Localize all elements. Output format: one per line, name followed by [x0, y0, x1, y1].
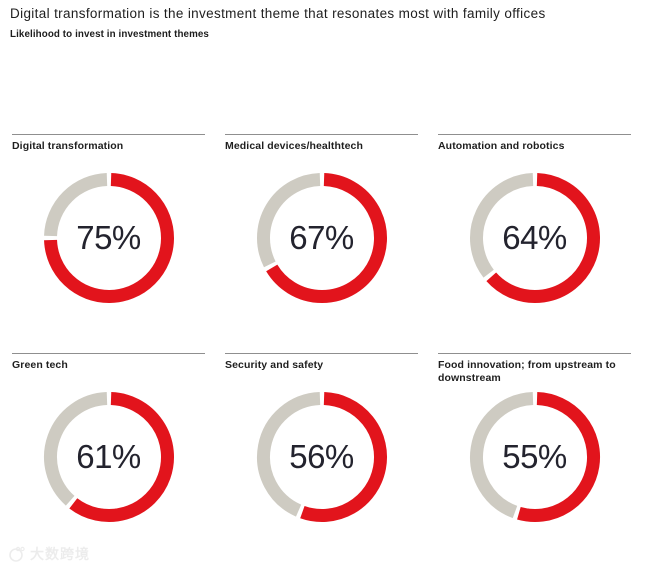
watermark: 大数跨境: [8, 544, 90, 564]
donut-card-green-tech: Green tech 61%: [12, 353, 205, 572]
donut-card-digital-transformation: Digital transformation 75%: [12, 134, 205, 353]
donut-value: 56%: [289, 438, 354, 475]
donut-value: 55%: [502, 438, 567, 475]
donut-chart: 55%: [469, 391, 601, 523]
donut-label: Digital transformation: [12, 140, 124, 152]
donut-card-security-safety: Security and safety 56%: [225, 353, 418, 572]
donut-label: Security and safety: [225, 359, 324, 371]
donut-chart: 75%: [43, 172, 175, 304]
watermark-logo-icon: [9, 546, 25, 562]
donut-label: Medical devices/healthtech: [225, 140, 363, 152]
donut-chart: 64%: [469, 172, 601, 304]
donut-grid: Digital transformation 75% Medical devic…: [12, 134, 631, 572]
donut-label: Green tech: [12, 359, 68, 371]
donut-value: 61%: [76, 438, 141, 475]
donut-card-automation-robotics: Automation and robotics 64%: [438, 134, 631, 353]
donut-value: 67%: [289, 219, 354, 256]
watermark-text: 大数跨境: [30, 546, 90, 562]
donut-chart: 61%: [43, 391, 175, 523]
donut-label: Automation and robotics: [438, 140, 565, 152]
donut-chart: 67%: [256, 172, 388, 304]
donut-card-medical-devices: Medical devices/healthtech 67%: [225, 134, 418, 353]
chart-subtitle: Likelihood to invest in investment theme…: [10, 29, 209, 40]
donut-value: 64%: [502, 219, 567, 256]
chart-title: Digital transformation is the investment…: [10, 6, 546, 21]
chart-header: Digital transformation is the investment…: [10, 6, 630, 40]
donut-value: 75%: [76, 219, 141, 256]
donut-label: Food innovation; from upstream to downst…: [438, 359, 616, 385]
donut-card-food-innovation: Food innovation; from upstream to downst…: [438, 353, 631, 572]
donut-chart: 56%: [256, 391, 388, 523]
